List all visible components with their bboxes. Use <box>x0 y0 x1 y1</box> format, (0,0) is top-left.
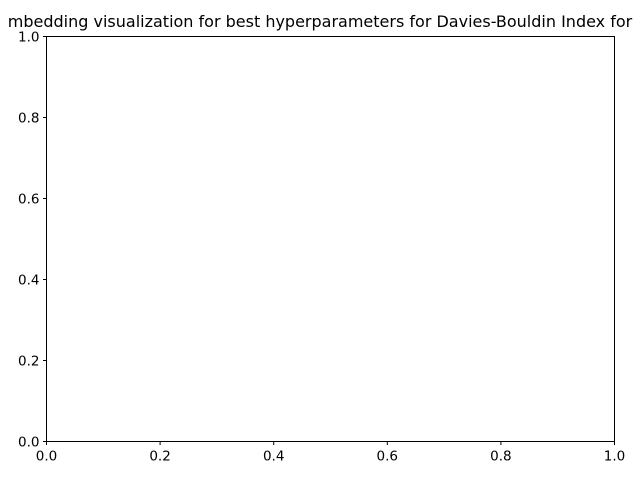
x-tick-label: 0.2 <box>149 449 170 465</box>
plot-area <box>46 36 615 442</box>
x-tick-label: 0.0 <box>36 449 57 465</box>
x-tick-label: 0.6 <box>377 449 398 465</box>
y-tick-label: 1.0 <box>18 30 39 46</box>
y-tick-label: 0.6 <box>18 192 39 208</box>
chart-title: mbedding visualization for best hyperpar… <box>8 12 633 31</box>
y-axis: 0.0 0.2 0.4 0.6 0.8 1.0 <box>18 30 47 451</box>
y-tick-label: 0.0 <box>18 435 39 451</box>
y-tick-label: 0.4 <box>18 273 39 289</box>
y-tick-label: 0.2 <box>18 354 39 370</box>
x-tick-label: 0.8 <box>490 449 511 465</box>
x-tick-label: 1.0 <box>604 449 625 465</box>
x-tick-label: 0.4 <box>263 449 284 465</box>
y-tick-label: 0.8 <box>18 111 39 127</box>
x-axis: 0.0 0.2 0.4 0.6 0.8 1.0 <box>36 441 625 465</box>
